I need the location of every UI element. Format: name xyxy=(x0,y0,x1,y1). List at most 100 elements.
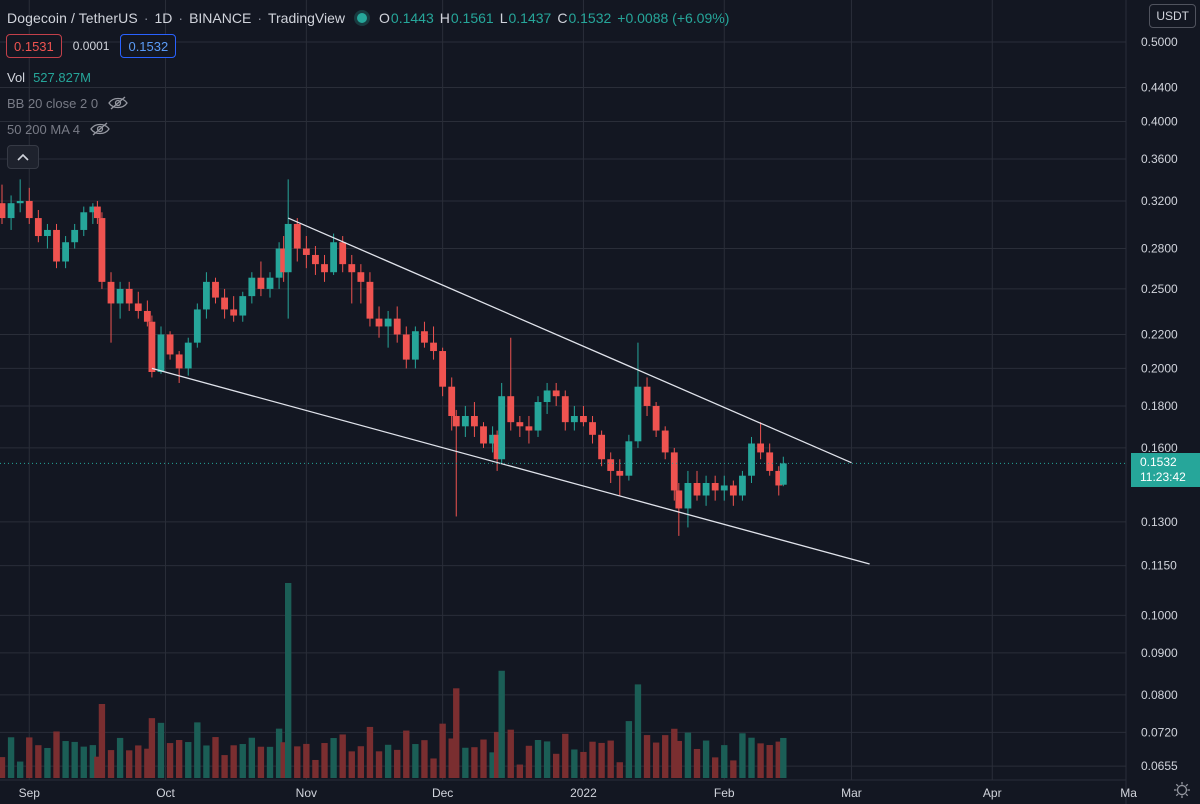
volume-bar xyxy=(71,741,78,778)
hidden-eye-icon[interactable] xyxy=(108,96,128,110)
candle-body xyxy=(330,242,338,273)
volume-bar xyxy=(239,744,246,778)
candle-body xyxy=(607,459,615,471)
volume-bar xyxy=(44,747,51,778)
trend-line xyxy=(287,217,852,464)
volume-bar xyxy=(471,747,478,778)
ma-indicator-legend[interactable]: 50 200 MA 4 xyxy=(7,119,110,139)
volume-value: 527.827M xyxy=(33,69,91,85)
candle-body xyxy=(421,331,428,343)
volume-bar xyxy=(403,730,410,778)
volume-bar xyxy=(652,742,660,778)
trend-line xyxy=(151,367,870,565)
volume-bar xyxy=(280,742,287,778)
volume-bar xyxy=(384,744,392,778)
market-open-status-icon[interactable] xyxy=(357,13,368,23)
candle-body xyxy=(411,331,419,360)
volume-bar xyxy=(194,722,201,778)
volume-bar xyxy=(448,738,455,778)
volume-bar xyxy=(643,735,651,778)
volume-bar xyxy=(598,742,605,778)
candle-body xyxy=(321,264,328,273)
volume-bar xyxy=(266,746,274,778)
volume-bar xyxy=(430,758,437,778)
candle-body xyxy=(25,200,33,219)
sell-button[interactable]: 0.1531 xyxy=(6,34,62,58)
time-tick-label: Apr xyxy=(983,786,1002,800)
candle-body xyxy=(348,264,356,273)
volume-legend[interactable]: Vol 527.827M xyxy=(7,67,91,87)
candle-body xyxy=(570,415,578,423)
volume-bar xyxy=(203,745,210,778)
volume-bar xyxy=(480,739,487,778)
volume-bar xyxy=(571,749,578,778)
interval-label[interactable]: 1D xyxy=(154,10,173,26)
candle-body xyxy=(480,426,487,444)
candle-body xyxy=(580,415,587,423)
price-tick-label: 0.1800 xyxy=(1141,399,1178,413)
volume-bar xyxy=(230,745,237,778)
candle-body xyxy=(779,463,787,485)
volume-bar xyxy=(135,745,142,778)
chart-settings-button[interactable] xyxy=(1172,780,1192,800)
candle-body xyxy=(589,422,596,435)
high-label: H xyxy=(439,10,450,26)
volume-bar xyxy=(126,750,133,778)
volume-bar xyxy=(498,670,505,778)
candle-body xyxy=(652,405,660,431)
candle-body xyxy=(143,310,151,322)
low-value: 0.1437 xyxy=(508,10,552,26)
candle-body xyxy=(366,281,374,319)
volume-bar xyxy=(7,737,15,778)
candle-body xyxy=(670,452,678,491)
price-tick-label: 0.0720 xyxy=(1141,725,1178,739)
candle-body xyxy=(702,482,710,496)
symbol-name[interactable]: Dogecoin / TetherUS xyxy=(7,10,138,26)
candle-body xyxy=(302,248,310,255)
volume-bar xyxy=(607,740,614,778)
candle-body xyxy=(552,390,560,397)
hidden-eye-icon[interactable] xyxy=(90,122,110,136)
volume-bar xyxy=(780,737,787,778)
price-tick-label: 0.2200 xyxy=(1141,327,1178,341)
candle-body xyxy=(212,281,219,298)
candle-body xyxy=(625,441,633,476)
volume-bar xyxy=(721,745,728,778)
bb-indicator-legend[interactable]: BB 20 close 2 0 xyxy=(7,93,128,113)
candle-body xyxy=(293,223,301,249)
candle-body xyxy=(675,490,683,509)
volume-label: Vol xyxy=(7,69,26,85)
candle-body xyxy=(684,482,692,509)
candle-body xyxy=(203,281,210,310)
candle-body xyxy=(430,342,437,352)
volume-bar xyxy=(375,751,383,778)
volume-bar xyxy=(516,764,524,778)
volume-bar xyxy=(98,703,106,778)
volume-bar xyxy=(366,726,374,778)
time-tick-label: Dec xyxy=(432,786,453,800)
candle-body xyxy=(757,443,765,453)
buy-button[interactable]: 0.1532 xyxy=(120,34,177,58)
volume-bar xyxy=(553,753,560,778)
volume-bar xyxy=(412,744,419,778)
collapse-legend-button[interactable] xyxy=(7,145,39,169)
time-tick-label: Feb xyxy=(714,786,735,800)
volume-bar xyxy=(257,746,265,778)
low-label: L xyxy=(499,10,508,26)
candle-body xyxy=(489,434,496,444)
price-tick-label: 0.1300 xyxy=(1141,515,1178,529)
volume-bar xyxy=(462,747,469,778)
candle-body xyxy=(230,309,238,316)
time-tick-label: Oct xyxy=(156,786,175,800)
volume-bar xyxy=(534,740,542,778)
candle-body xyxy=(748,443,755,476)
currency-selector[interactable]: USDT xyxy=(1149,4,1196,28)
volume-bar xyxy=(543,741,551,778)
volume-bar xyxy=(294,746,301,778)
candle-body xyxy=(543,390,551,403)
volume-bar xyxy=(166,743,174,778)
candle-body xyxy=(157,334,165,373)
volume-bar xyxy=(148,718,156,778)
